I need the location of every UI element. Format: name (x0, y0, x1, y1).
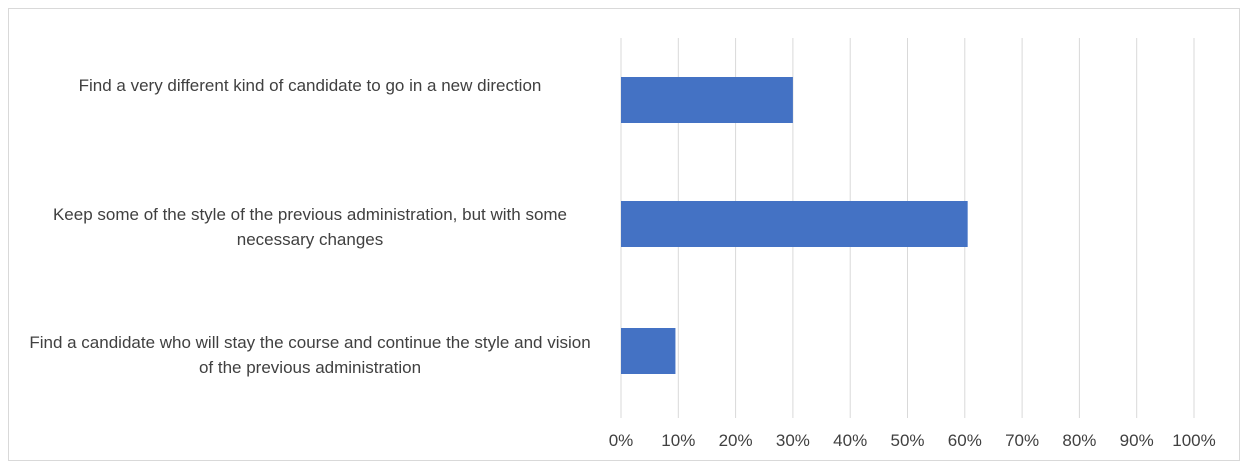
category-label-2: Find a candidate who will stay the cours… (29, 333, 591, 377)
x-tick-label: 20% (719, 431, 753, 450)
category-label-1: Keep some of the style of the previous a… (52, 205, 568, 249)
bar-0 (621, 77, 793, 123)
x-tick-label: 70% (1005, 431, 1039, 450)
x-tick-label: 30% (776, 431, 810, 450)
x-tick-label: 0% (609, 431, 634, 450)
x-tick-label: 50% (890, 431, 924, 450)
x-tick-label: 90% (1120, 431, 1154, 450)
x-tick-label: 40% (833, 431, 867, 450)
bar-2 (621, 328, 676, 374)
category-label-0: Find a very different kind of candidate … (78, 76, 542, 95)
x-tick-label: 10% (661, 431, 695, 450)
bar-1 (621, 201, 968, 247)
x-tick-label: 60% (948, 431, 982, 450)
x-tick-label: 80% (1062, 431, 1096, 450)
x-tick-label: 100% (1172, 431, 1215, 450)
